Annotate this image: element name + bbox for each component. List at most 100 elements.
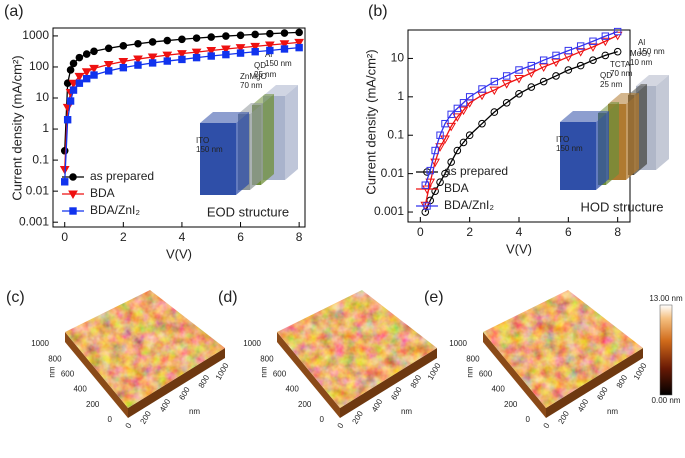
layer-top <box>608 93 639 104</box>
marker <box>148 59 157 67</box>
marker <box>162 51 173 61</box>
layer-side <box>236 112 249 195</box>
y-tick-label: 0.1 <box>32 152 49 166</box>
y-tick-label: 10 <box>36 90 50 104</box>
marker <box>294 38 305 48</box>
layer-top <box>636 75 669 86</box>
x-tick-label: 0 <box>417 225 424 239</box>
marker <box>60 146 69 155</box>
afm-axis-unit: nm <box>260 366 269 377</box>
marker <box>90 71 98 79</box>
x-tick-label: 0 <box>61 230 68 244</box>
y-tick-label: 0.001 <box>19 214 49 228</box>
marker <box>589 56 597 64</box>
marker <box>163 57 171 65</box>
marker <box>576 42 585 50</box>
marker <box>430 158 440 168</box>
legend-label: BDA <box>444 181 469 195</box>
layer-thickness: 25 nm <box>254 70 277 79</box>
y-tick-label: 0.001 <box>374 204 404 218</box>
afm-axis-tick: 200 <box>556 409 571 426</box>
afm-axis-tick: 1000 <box>449 339 467 348</box>
marker <box>601 32 610 40</box>
marker <box>134 61 142 69</box>
layer-top <box>560 111 609 122</box>
marker <box>453 146 462 155</box>
marker <box>66 97 75 105</box>
marker <box>89 64 99 74</box>
afm-axis-tick: 800 <box>409 373 424 390</box>
marker <box>441 119 449 128</box>
x-tick-label: 4 <box>179 230 186 244</box>
plot-frame <box>52 27 306 228</box>
afm-axis-tick: 800 <box>466 354 480 363</box>
marker <box>539 56 548 64</box>
layer <box>560 122 596 190</box>
marker <box>266 29 274 38</box>
legend-label: BDA <box>90 186 115 200</box>
y-tick-label: 0.1 <box>387 127 404 141</box>
marker <box>431 187 439 195</box>
marker <box>601 51 610 60</box>
marker <box>575 48 586 57</box>
x-tick-label: 2 <box>120 230 127 244</box>
inset-caption: HOD structure <box>580 199 663 214</box>
x-tick-label: 2 <box>466 225 473 239</box>
marker <box>440 135 450 144</box>
marker <box>490 77 499 86</box>
layer-side <box>606 102 619 185</box>
marker <box>447 158 455 166</box>
marker <box>119 42 128 50</box>
marker <box>279 40 290 49</box>
marker <box>489 86 500 96</box>
layer-thickness: 150 nm <box>638 47 665 56</box>
layer-thickness: 70 nm <box>240 81 263 90</box>
afm-axis-tick: 1000 <box>632 361 649 381</box>
layer-top <box>263 85 298 96</box>
series-line <box>424 30 618 186</box>
layer-label: Al <box>265 50 272 59</box>
marker <box>118 58 129 67</box>
marker <box>613 47 622 56</box>
afm-axis-tick: 400 <box>285 385 299 394</box>
marker <box>69 173 77 181</box>
x-tick-label: 6 <box>565 225 572 239</box>
colorbar-max: 13.00 nm <box>649 294 683 303</box>
inset-caption: EOD structure <box>207 204 289 219</box>
afm-axis-tick: 600 <box>595 385 610 402</box>
marker <box>465 93 474 101</box>
y-tick-label: 100 <box>29 59 49 73</box>
afm-axis-unit: nm <box>189 407 200 416</box>
marker <box>423 202 431 210</box>
layer <box>200 123 236 195</box>
y-tick-label: 0.01 <box>381 166 405 180</box>
layer-side <box>250 103 263 190</box>
marker <box>280 29 289 37</box>
afm-axis-tick: 1000 <box>426 361 443 381</box>
layer-label: ITO <box>556 135 569 144</box>
marker <box>221 45 231 54</box>
marker <box>564 46 573 55</box>
x-axis-label: V(V) <box>506 241 532 256</box>
marker <box>459 99 468 107</box>
marker <box>236 49 245 57</box>
legend-label: as prepared <box>444 164 508 178</box>
marker <box>66 66 75 74</box>
marker <box>192 34 201 42</box>
afm-axis-tick: 800 <box>615 373 630 390</box>
marker <box>436 131 444 139</box>
marker <box>436 178 444 186</box>
afm-axis-tick: 600 <box>273 370 287 379</box>
x-tick-label: 6 <box>237 230 244 244</box>
marker <box>478 119 486 128</box>
layer-top <box>252 94 274 105</box>
layer-label: TCTA <box>610 60 631 69</box>
y-tick-label: 1000 <box>22 28 49 42</box>
x-tick-label: 8 <box>296 230 303 244</box>
layer-side <box>626 93 639 180</box>
afm-axis-tick: 0 <box>336 421 346 430</box>
x-tick-label: 4 <box>516 225 523 239</box>
y-axis-label: Current density (mA/cm²) <box>9 55 24 200</box>
surface-side <box>546 348 643 418</box>
legend-label: BDA/ZnI₂ <box>444 198 494 212</box>
